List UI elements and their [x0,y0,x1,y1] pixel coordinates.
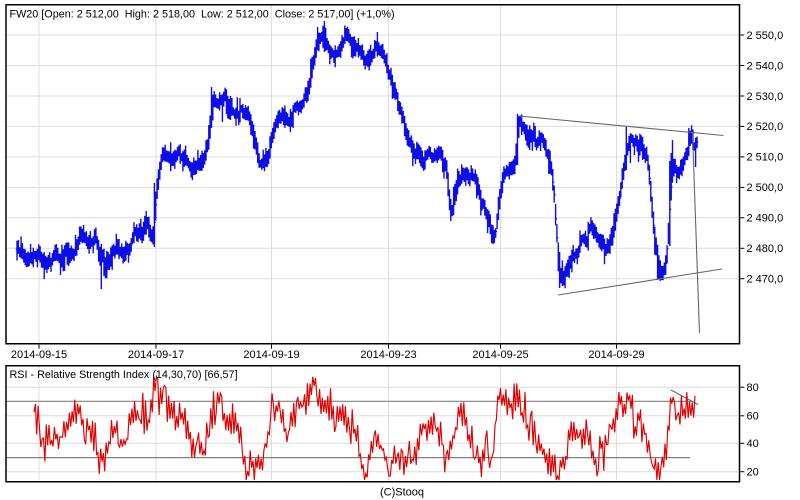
svg-text:2 470,0: 2 470,0 [747,274,784,286]
svg-text:40: 40 [747,438,759,450]
svg-text:2 510,0: 2 510,0 [747,152,784,164]
svg-text:60: 60 [747,411,759,423]
svg-text:2 540,0: 2 540,0 [747,60,784,72]
svg-text:2014-09-25: 2014-09-25 [472,349,528,361]
svg-text:2 520,0: 2 520,0 [747,121,784,133]
svg-text:2014-09-23: 2014-09-23 [360,349,416,361]
svg-text:RSI - Relative Strength Index: RSI - Relative Strength Index (14,30,70)… [10,369,238,381]
svg-text:2 480,0: 2 480,0 [747,243,784,255]
svg-text:2 490,0: 2 490,0 [747,213,784,225]
svg-text:(C)Stooq: (C)Stooq [380,487,424,499]
svg-text:2014-09-19: 2014-09-19 [243,349,299,361]
svg-text:2014-09-17: 2014-09-17 [128,349,184,361]
svg-text:2014-09-15: 2014-09-15 [11,349,67,361]
svg-text:2 550,0: 2 550,0 [747,30,784,42]
svg-text:20: 20 [747,467,759,479]
svg-text:80: 80 [747,382,759,394]
svg-text:2014-09-29: 2014-09-29 [588,349,644,361]
svg-text:2 530,0: 2 530,0 [747,91,784,103]
svg-text:FW20 [Open: 2 512,00 High: 2: FW20 [Open: 2 512,00 High: 2 518,00 Low:… [10,8,395,20]
svg-text:2 500,0: 2 500,0 [747,182,784,194]
